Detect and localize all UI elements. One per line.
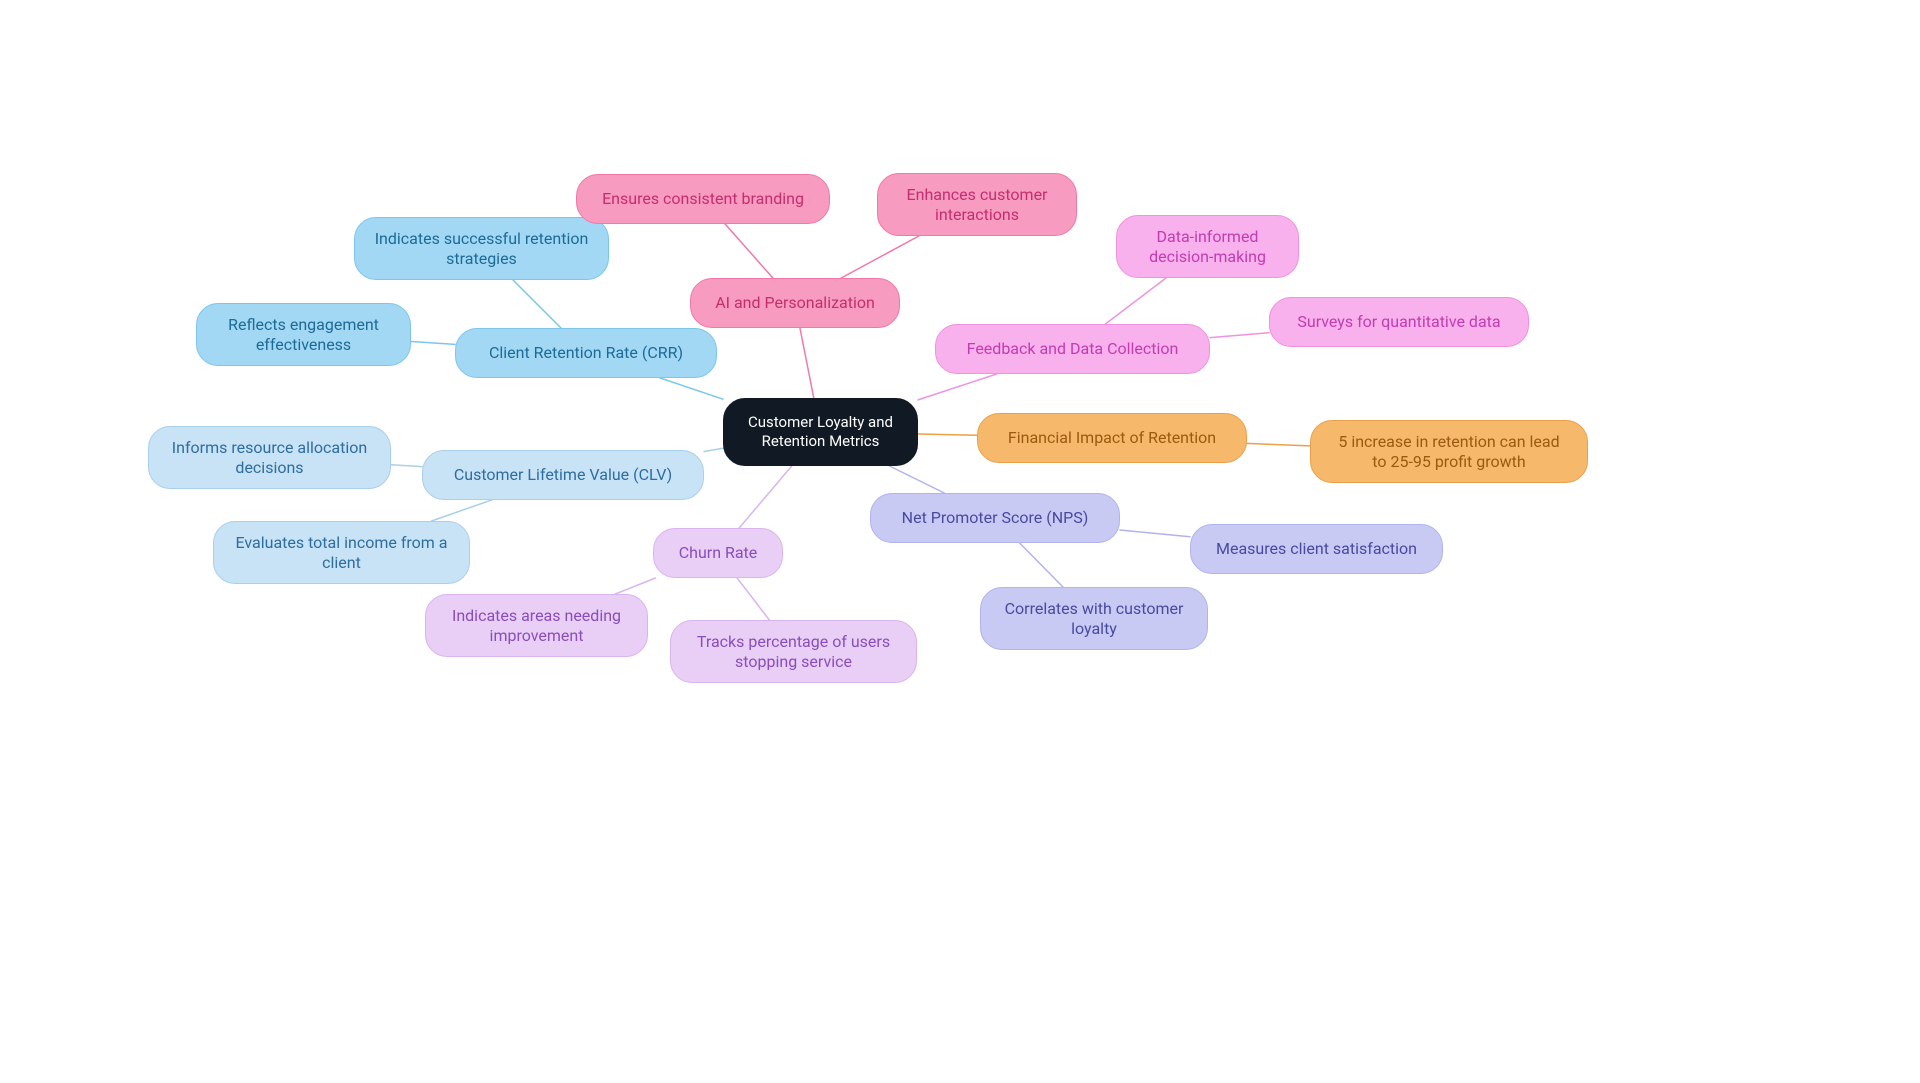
node-label: Indicates areas needingimprovement bbox=[452, 606, 621, 646]
node-label: Customer Loyalty andRetention Metrics bbox=[748, 413, 893, 451]
edge bbox=[1120, 530, 1190, 537]
node-label: Customer Lifetime Value (CLV) bbox=[454, 465, 672, 485]
edge bbox=[918, 434, 977, 435]
edge bbox=[889, 466, 944, 493]
mindmap-node-churn: Churn Rate bbox=[653, 528, 783, 578]
edge bbox=[660, 378, 723, 399]
edge bbox=[1105, 278, 1166, 324]
node-label: Churn Rate bbox=[679, 543, 758, 563]
mindmap-node-feedback: Feedback and Data Collection bbox=[935, 324, 1210, 374]
node-label: Data-informeddecision-making bbox=[1149, 227, 1266, 267]
mindmap-node-center: Customer Loyalty andRetention Metrics bbox=[723, 398, 918, 466]
edge bbox=[391, 465, 422, 467]
edge bbox=[841, 236, 919, 278]
node-label: Financial Impact of Retention bbox=[1008, 428, 1216, 448]
node-label: Client Retention Rate (CRR) bbox=[489, 343, 683, 363]
mindmap-node-crr-b: Reflects engagementeffectiveness bbox=[196, 303, 411, 366]
edge bbox=[432, 500, 492, 521]
node-label: Surveys for quantitative data bbox=[1297, 312, 1500, 332]
mindmap-node-crr: Client Retention Rate (CRR) bbox=[455, 328, 717, 378]
mindmap-node-crr-a: Indicates successful retentionstrategies bbox=[354, 217, 609, 280]
node-label: Reflects engagementeffectiveness bbox=[228, 315, 379, 355]
edge bbox=[725, 224, 773, 278]
mindmap-node-fin: Financial Impact of Retention bbox=[977, 413, 1247, 463]
mindmap-node-churn-b: Tracks percentage of usersstopping servi… bbox=[670, 620, 917, 683]
mindmap-node-feedback-b: Surveys for quantitative data bbox=[1269, 297, 1529, 347]
mindmap-node-clv: Customer Lifetime Value (CLV) bbox=[422, 450, 704, 500]
mindmap-node-fin-a: 5 increase in retention can leadto 25-95… bbox=[1310, 420, 1588, 483]
node-label: Tracks percentage of usersstopping servi… bbox=[697, 632, 890, 672]
edge bbox=[918, 374, 997, 400]
node-label: Net Promoter Score (NPS) bbox=[902, 508, 1089, 528]
edge bbox=[737, 578, 769, 620]
mindmap-node-clv-b: Evaluates total income from aclient bbox=[213, 521, 470, 584]
mindmap-node-nps-b: Correlates with customerloyalty bbox=[980, 587, 1208, 650]
edge bbox=[1020, 543, 1063, 587]
mindmap-node-feedback-a: Data-informeddecision-making bbox=[1116, 215, 1299, 278]
edge bbox=[800, 328, 814, 398]
edge bbox=[513, 280, 561, 328]
mindmap-canvas: Customer Loyalty andRetention Metrics Cli… bbox=[0, 0, 1920, 1083]
mindmap-node-churn-a: Indicates areas needingimprovement bbox=[425, 594, 648, 657]
mindmap-node-clv-a: Informs resource allocationdecisions bbox=[148, 426, 391, 489]
mindmap-node-ai: AI and Personalization bbox=[690, 278, 900, 328]
edge bbox=[615, 578, 655, 594]
mindmap-node-nps: Net Promoter Score (NPS) bbox=[870, 493, 1120, 543]
edge bbox=[1247, 443, 1310, 446]
node-label: AI and Personalization bbox=[715, 293, 875, 313]
edge bbox=[704, 448, 723, 451]
mindmap-node-ai-a: Ensures consistent branding bbox=[576, 174, 830, 224]
node-label: Measures client satisfaction bbox=[1216, 539, 1417, 559]
node-label: Ensures consistent branding bbox=[602, 189, 804, 209]
node-label: Correlates with customerloyalty bbox=[1005, 599, 1184, 639]
mindmap-node-ai-b: Enhances customerinteractions bbox=[877, 173, 1077, 236]
node-label: Indicates successful retentionstrategies bbox=[375, 229, 589, 269]
node-label: 5 increase in retention can leadto 25-95… bbox=[1338, 432, 1559, 472]
edge bbox=[739, 466, 792, 528]
edge bbox=[411, 342, 455, 345]
node-label: Evaluates total income from aclient bbox=[236, 533, 448, 573]
edge bbox=[1210, 333, 1269, 338]
node-label: Informs resource allocationdecisions bbox=[172, 438, 367, 478]
mindmap-node-nps-a: Measures client satisfaction bbox=[1190, 524, 1443, 574]
node-label: Enhances customerinteractions bbox=[907, 185, 1048, 225]
node-label: Feedback and Data Collection bbox=[967, 339, 1179, 359]
